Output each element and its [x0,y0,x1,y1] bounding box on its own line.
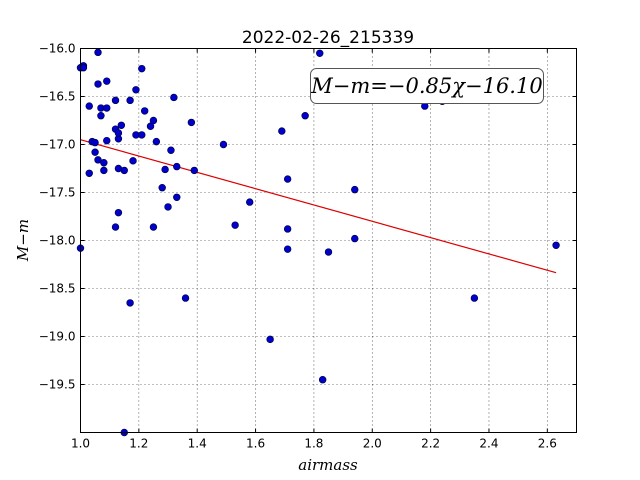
data-point [146,122,155,130]
data-point [231,221,239,229]
data-point [316,49,324,57]
x-tick-label: 2.2 [421,437,440,451]
data-point [470,294,479,302]
data-point [181,294,190,302]
data-point [100,166,108,175]
data-point [552,241,560,250]
data-point [91,148,99,156]
x-axis-label: airmass [298,456,358,474]
chart-title: 2022-02-26_215339 [242,28,414,48]
data-point [167,146,175,154]
data-point [94,48,102,57]
data-point [91,138,99,147]
x-tick-label: 2.6 [538,437,557,451]
data-point [100,159,108,167]
fit-line-group [80,139,557,274]
data-point [149,223,158,231]
data-point [351,234,359,243]
data-point [158,184,166,192]
data-point [149,116,158,125]
data-point [94,80,102,88]
data-point [164,203,172,211]
x-tick-label: 1.0 [71,437,90,451]
data-point [351,185,359,194]
data-point [283,175,292,183]
data-point [85,102,93,110]
data-point [117,121,126,130]
data-point [138,64,146,73]
y-tick-label: −18.5 [39,282,76,296]
data-point [187,118,196,127]
data-point [111,96,120,105]
y-tick-label: −19.5 [39,378,76,392]
x-tick-label: 1.6 [246,437,265,451]
x-tick-label: 1.2 [129,437,148,451]
y-tick-label: −19.0 [39,330,76,344]
data-point [140,107,149,115]
data-point [173,193,181,202]
data-point [129,157,137,165]
y-tick-label: −16.0 [39,42,76,56]
data-point [266,335,274,344]
y-tick-label: −16.5 [39,90,76,104]
data-point [246,198,254,206]
data-point [103,136,111,145]
data-point [170,93,178,102]
axis-ticks: 1.0 1.2 1.4 1.6 1.8 2.0 2.2 2.4 2.6 −16.0 −16.5 −17… [39,42,577,451]
y-tick-label: −17.0 [39,138,76,152]
x-tick-label: 1.4 [188,437,207,451]
data-point [324,248,333,256]
data-point [126,96,134,105]
data-point [114,208,123,217]
data-point [301,111,309,120]
data-point [219,140,228,149]
y-tick-label: −18.0 [39,234,76,248]
x-tick-label: 1.8 [304,437,323,451]
data-point [111,223,120,231]
data-point [173,162,181,171]
data-points [76,48,560,437]
data-point [103,77,111,85]
data-point [103,104,111,112]
data-point [79,63,88,72]
fit-equation-box: M−m=−0.85χ−16.10 [310,68,544,104]
x-tick-label: 2.4 [479,437,498,451]
data-point [126,299,134,307]
annotation-box [310,68,544,104]
data-point [283,225,292,233]
data-point [114,129,123,137]
fit-equation: M−m=−0.85χ−16.10 [310,74,542,98]
data-point [138,131,146,139]
y-tick-label: −17.5 [39,186,76,200]
grid-lines [80,48,577,433]
data-point [318,376,327,384]
data-point [152,137,161,146]
data-point [132,86,140,94]
data-point [94,156,102,164]
fit-line [80,139,557,274]
data-point [120,166,128,175]
data-point [161,165,169,174]
data-point [283,245,292,253]
data-point [190,166,198,175]
y-axis-label: M−m [14,219,32,262]
x-tick-label: 2.0 [363,437,382,451]
data-point [97,111,105,120]
data-point [278,127,286,135]
data-point [85,169,93,178]
